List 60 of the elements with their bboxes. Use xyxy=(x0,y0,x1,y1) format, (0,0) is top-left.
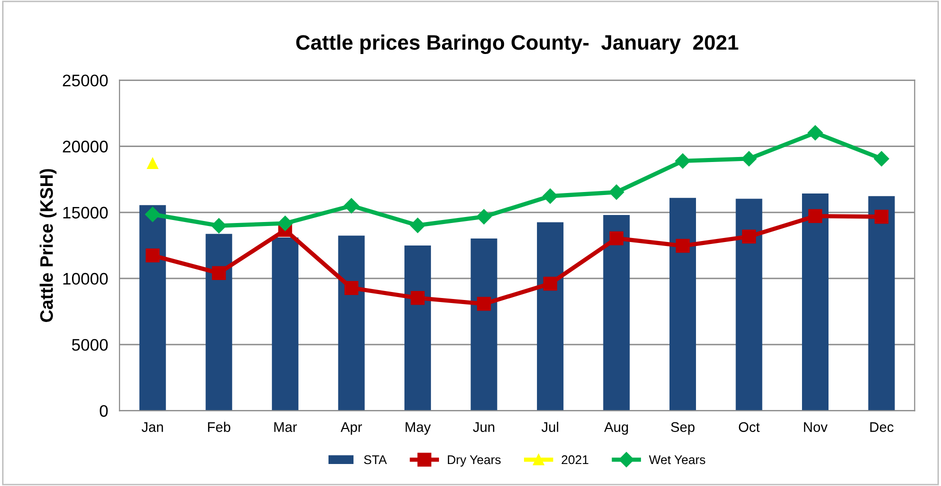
point xyxy=(344,281,358,295)
point xyxy=(874,151,890,166)
y-tick-label: 0 xyxy=(100,405,108,417)
legend-label: Wet Years xyxy=(648,455,706,464)
point xyxy=(212,266,226,280)
y-tick-label: 5000 xyxy=(72,338,108,351)
x-tick-label: Feb xyxy=(208,422,230,432)
bar xyxy=(536,222,564,411)
point xyxy=(675,153,690,169)
bar xyxy=(404,246,431,411)
x-tick-label: Jan xyxy=(142,422,163,432)
x-tick-label: Jul xyxy=(542,422,558,432)
point xyxy=(477,296,491,311)
y-axis-title: Cattle Price (KSH) xyxy=(40,169,56,322)
bar xyxy=(603,215,630,411)
point xyxy=(610,231,624,246)
y-tick-label: 25000 xyxy=(62,74,108,86)
x-tick-label: Oct xyxy=(738,422,760,432)
point xyxy=(410,290,425,305)
point xyxy=(211,218,226,234)
bar xyxy=(338,236,365,411)
point xyxy=(146,248,160,262)
legend-label: 2021 xyxy=(562,455,588,464)
y-tick-label: 15000 xyxy=(63,206,108,219)
x-tick-label: Nov xyxy=(804,422,828,432)
legend-label: STA xyxy=(364,455,387,464)
bar xyxy=(868,196,895,411)
point xyxy=(278,216,293,231)
bar xyxy=(669,198,696,411)
bar xyxy=(470,238,498,411)
point xyxy=(742,230,756,244)
x-tick-label: Mar xyxy=(274,422,297,432)
y-tick-label: 10000 xyxy=(63,272,108,285)
point xyxy=(476,209,492,224)
point xyxy=(676,238,690,253)
point xyxy=(145,206,160,222)
point xyxy=(808,209,822,224)
chart-title: Cattle prices Baringo County- January 2021 xyxy=(296,34,738,54)
x-tick-label: Sep xyxy=(671,422,695,435)
bar xyxy=(272,238,298,411)
x-tick-label: Dec xyxy=(870,422,894,432)
point xyxy=(147,158,158,170)
point xyxy=(344,198,359,214)
y-tick-label: 20000 xyxy=(62,140,108,152)
legend-label: Dry Years xyxy=(448,455,501,467)
x-tick-label: Jun xyxy=(472,422,494,432)
x-tick-label: Apr xyxy=(340,422,362,435)
point xyxy=(741,151,757,166)
point xyxy=(543,276,558,291)
bar xyxy=(139,205,166,411)
bar xyxy=(736,198,762,411)
point xyxy=(874,210,888,224)
bar xyxy=(802,193,829,411)
bar xyxy=(206,234,232,411)
point xyxy=(410,218,426,233)
point xyxy=(608,184,624,200)
x-tick-label: May xyxy=(406,422,431,435)
point xyxy=(542,188,558,204)
x-tick-label: Aug xyxy=(604,422,628,435)
point xyxy=(808,125,823,140)
